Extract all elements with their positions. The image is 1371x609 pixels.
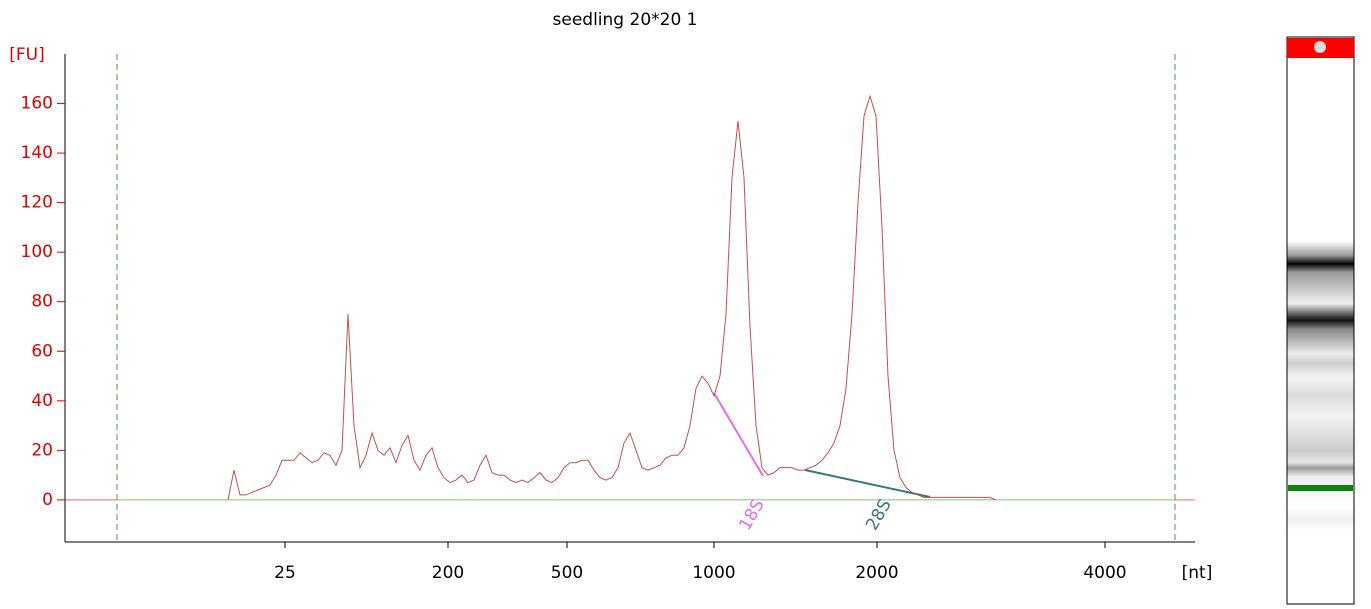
gel-lane [1286, 36, 1355, 605]
y-tick-label: 60 [31, 341, 53, 361]
x-tick-label: 1000 [692, 563, 735, 583]
y-tick-label: 20 [31, 440, 53, 460]
fragment-baseline [804, 469, 931, 498]
fragment-baseline [713, 392, 764, 477]
fragment-label: 18S [735, 496, 769, 534]
y-tick-label: 100 [21, 242, 53, 262]
x-axis-label: [nt] [1182, 563, 1213, 583]
y-tick-label: 120 [21, 193, 53, 213]
y-axis-label: [FU] [9, 45, 45, 65]
x-tick-label: 200 [432, 563, 464, 583]
y-tick-label: 40 [31, 391, 53, 411]
gel-band [1288, 485, 1353, 491]
x-tick-label: 4000 [1083, 563, 1126, 583]
fragment-label: 28S [862, 496, 896, 534]
y-tick-label: 80 [31, 292, 53, 312]
x-tick-label: 25 [274, 563, 296, 583]
gel-marker [1314, 41, 1326, 53]
y-tick-label: 140 [21, 143, 53, 163]
trace [227, 94, 997, 501]
y-tick-label: 0 [42, 490, 53, 510]
x-tick-label: 2000 [855, 563, 898, 583]
gel-background [1286, 36, 1355, 605]
x-tick-label: 500 [551, 563, 583, 583]
chart-title: seedling 20*20 1 [553, 10, 698, 30]
y-tick-label: 160 [21, 94, 53, 114]
